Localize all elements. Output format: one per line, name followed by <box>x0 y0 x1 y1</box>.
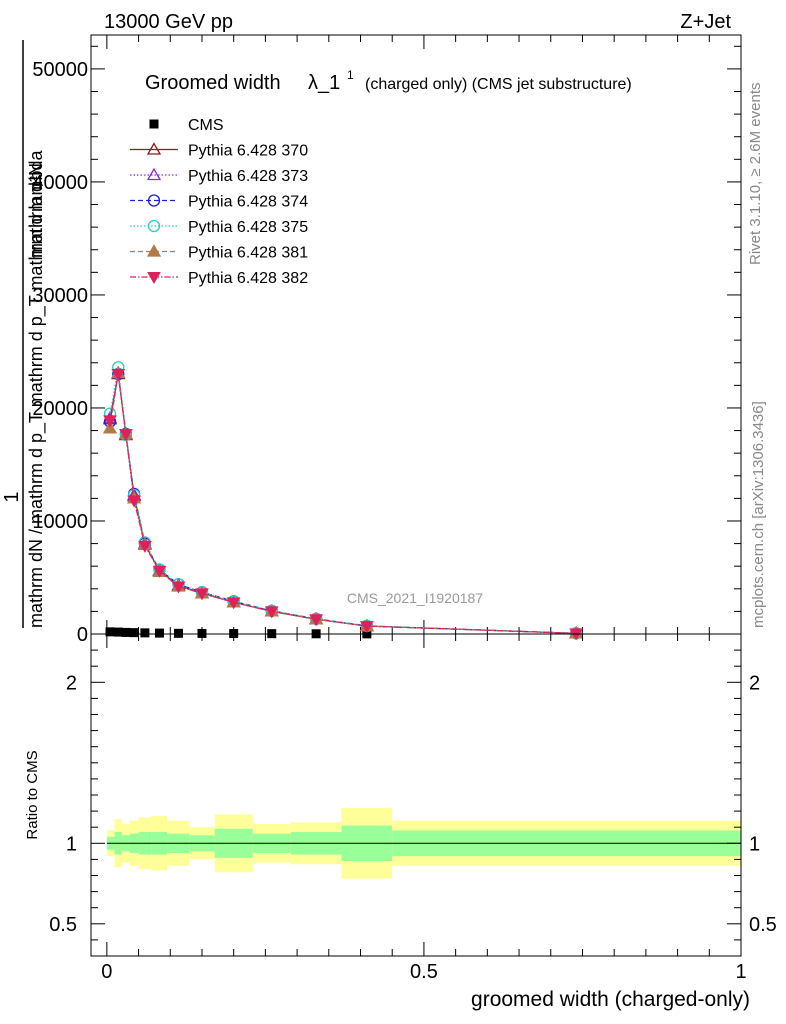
legend-cms-marker <box>149 119 159 129</box>
legend-pythia-6-428-381-marker <box>146 244 162 257</box>
legend-pythia-6-428-374-label: Pythia 6.428 374 <box>188 194 308 211</box>
main-y-label: 1 mathrm dN / mathrm d p_T mathrm d p_T … <box>1 40 47 628</box>
series-pythia-6-428-382-point <box>309 614 323 627</box>
process-label: Z+Jet <box>680 11 731 33</box>
series-cms-point <box>113 627 123 637</box>
legend-pythia-6-428-375-label: Pythia 6.428 375 <box>188 219 308 236</box>
ratio-y-tick-label: 2 <box>66 672 77 694</box>
series-pythia-6-428-375-line <box>109 367 577 634</box>
ratio-x-tick-label: 1 <box>735 961 746 983</box>
ratio-y-label: Ratio to CMS <box>24 750 41 839</box>
series-cms-point <box>174 628 184 638</box>
series-pythia-6-428-374-line <box>109 373 577 634</box>
ratio-y-tick-label: 1 <box>66 833 77 855</box>
main-plot: 0 10000 20000 30000 40000 50000 CMS_2021_I192… <box>32 34 742 646</box>
ratio-plot: 0.5 0.51 12 2 0 0.5 1 Ratio to CMS groomed wi… <box>24 633 777 1011</box>
ratio-y-tick-label: 0.5 <box>49 914 77 936</box>
main-y-label-denominator: mathrm dN / mathrm d p_T mathrm d p_T ma… <box>26 150 47 628</box>
chart-title: Groomed width λ_1 1 (charged only) (CMS … <box>145 68 632 94</box>
legend-pythia-6-428-375-marker <box>147 219 161 233</box>
legend-pythia-6-428-370-marker <box>146 142 162 155</box>
series-cms-point <box>197 628 207 638</box>
ratio-x-axis: 0 0.5 1 <box>101 634 747 983</box>
series-cms-point <box>129 628 139 638</box>
series-pythia-6-428-382-point <box>127 495 141 508</box>
main-y-tick-label: 40000 <box>32 172 88 194</box>
rivet-label: Rivet 3.1.10, ≥ 2.6M events <box>747 83 764 266</box>
legend: CMS Pythia 6.428 370 Pythia 6.428 373 Pythi… <box>130 117 308 287</box>
chart-title-main: Groomed width <box>145 72 281 94</box>
series-cms-point <box>105 627 115 637</box>
main-y-axis: 0 10000 20000 30000 40000 50000 <box>32 45 741 646</box>
legend-cms-label: CMS <box>188 117 224 134</box>
main-y-label-extra: mathrm d²N <box>26 163 46 258</box>
series-pythia-6-428-381-line <box>109 372 577 634</box>
main-y-tick-label: 30000 <box>32 285 88 307</box>
legend-pythia-6-428-382-label: Pythia 6.428 382 <box>188 270 308 287</box>
chart-title-symbol: λ_1 <box>308 72 340 94</box>
series-cms-point <box>140 628 150 638</box>
series-pythia-6-428-381-point <box>102 420 118 434</box>
series-pythia-6-428-382-point <box>119 428 133 441</box>
main-y-tick-label: 20000 <box>32 398 88 420</box>
legend-pythia-6-428-381-label: Pythia 6.428 381 <box>188 245 308 262</box>
legend-pythia-6-428-374-marker <box>147 194 161 207</box>
series-pythia-6-428-382-point <box>171 581 186 594</box>
series-pythia-6-428-382-point <box>152 565 167 578</box>
series-pythia-6-428-382-line <box>109 373 577 634</box>
series-pythia-6-428-382-point <box>226 597 241 610</box>
legend-pythia-6-428-373-label: Pythia 6.428 373 <box>188 168 308 185</box>
series-pythia-6-428-382-point <box>103 415 117 428</box>
legend-pythia-6-428-373-marker <box>146 167 162 181</box>
series-cms-point <box>154 628 164 638</box>
ratio-y-axis: 0.5 0.5 1 1 2 2 <box>49 649 777 941</box>
series-pythia-6-428-382-point <box>111 369 126 382</box>
watermark: CMS_2021_I1920187 <box>347 590 483 606</box>
ratio-y-tick-label-right: 2 <box>749 672 760 694</box>
x-axis-label: groomed width (charged-only) <box>471 988 750 1011</box>
ratio-x-tick-label: 0 <box>101 961 112 983</box>
source-label: mcplots.cern.ch [arXiv:1306.3436] <box>750 401 767 628</box>
series-pythia-6-428-382-point <box>195 588 209 601</box>
series-cms-point <box>121 627 131 637</box>
main-y-tick-label: 50000 <box>32 59 88 81</box>
series-pythia-6-428-382-point <box>359 621 374 634</box>
series-pythia-6-428-373-line <box>109 372 577 634</box>
main-y-tick-label: 10000 <box>32 511 88 533</box>
series-pythia-6-428-370-line <box>109 373 577 634</box>
legend-pythia-6-428-370-label: Pythia 6.428 370 <box>188 143 308 160</box>
ratio-y-tick-label-right: 1 <box>749 833 760 855</box>
legend-pythia-6-428-382-marker <box>147 272 161 285</box>
chart-title-sup: 1 <box>347 68 354 82</box>
ratio-plot-frame <box>90 633 742 957</box>
series-pythia-6-428-382-point <box>264 606 279 619</box>
energy-label: 13000 GeV pp <box>104 11 233 33</box>
chart-title-note: (charged only) (CMS jet substructure) <box>365 76 632 93</box>
main-y-tick-label: 0 <box>77 624 88 646</box>
main-y-label-numerator: 1 <box>1 491 23 502</box>
ratio-x-tick-label: 0.5 <box>410 961 438 983</box>
main-series <box>102 361 584 641</box>
ratio-y-tick-label-right: 0.5 <box>749 914 777 936</box>
series-pythia-6-428-382-point <box>138 540 152 553</box>
